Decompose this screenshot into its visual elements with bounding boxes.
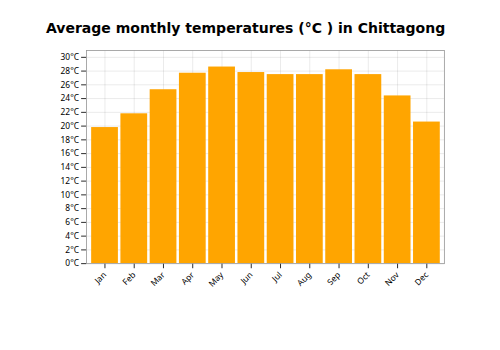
svg-text:20°C: 20°C bbox=[61, 120, 80, 131]
svg-text:Mar: Mar bbox=[148, 269, 167, 288]
svg-text:0°C: 0°C bbox=[65, 257, 79, 268]
svg-text:Nov: Nov bbox=[382, 269, 401, 288]
svg-text:8°C: 8°C bbox=[65, 202, 79, 213]
svg-text:22°C: 22°C bbox=[61, 106, 80, 117]
svg-text:Aug: Aug bbox=[294, 269, 313, 288]
svg-text:28°C: 28°C bbox=[61, 65, 80, 76]
svg-text:May: May bbox=[206, 269, 226, 289]
svg-text:2°C: 2°C bbox=[65, 244, 79, 255]
html-text:Average monthly temperatures (: Average monthly temperatures (°C ) in Ch… bbox=[46, 20, 446, 36]
svg-text:Jun: Jun bbox=[237, 269, 254, 286]
svg-text:30°C: 30°C bbox=[61, 51, 80, 62]
svg-text:12°C: 12°C bbox=[61, 175, 80, 186]
svg-text:26°C: 26°C bbox=[61, 79, 80, 90]
svg-text:6°C: 6°C bbox=[65, 216, 79, 227]
svg-text:14°C: 14°C bbox=[61, 161, 80, 172]
svg-text:Jul: Jul bbox=[269, 269, 284, 284]
svg-text:4°C: 4°C bbox=[65, 230, 79, 241]
svg-text:Feb: Feb bbox=[120, 269, 138, 287]
svg-text:Jan: Jan bbox=[91, 269, 108, 286]
svg-text:Oct: Oct bbox=[354, 269, 371, 286]
svg-text:16°C: 16°C bbox=[61, 147, 80, 158]
svg-text:18°C: 18°C bbox=[61, 134, 80, 145]
svg-text:Apr: Apr bbox=[178, 269, 196, 287]
svg-text:10°C: 10°C bbox=[61, 189, 80, 200]
svg-text:24°C: 24°C bbox=[61, 92, 80, 103]
svg-text:Sep: Sep bbox=[324, 269, 342, 287]
svg-text:Dec: Dec bbox=[412, 269, 430, 287]
